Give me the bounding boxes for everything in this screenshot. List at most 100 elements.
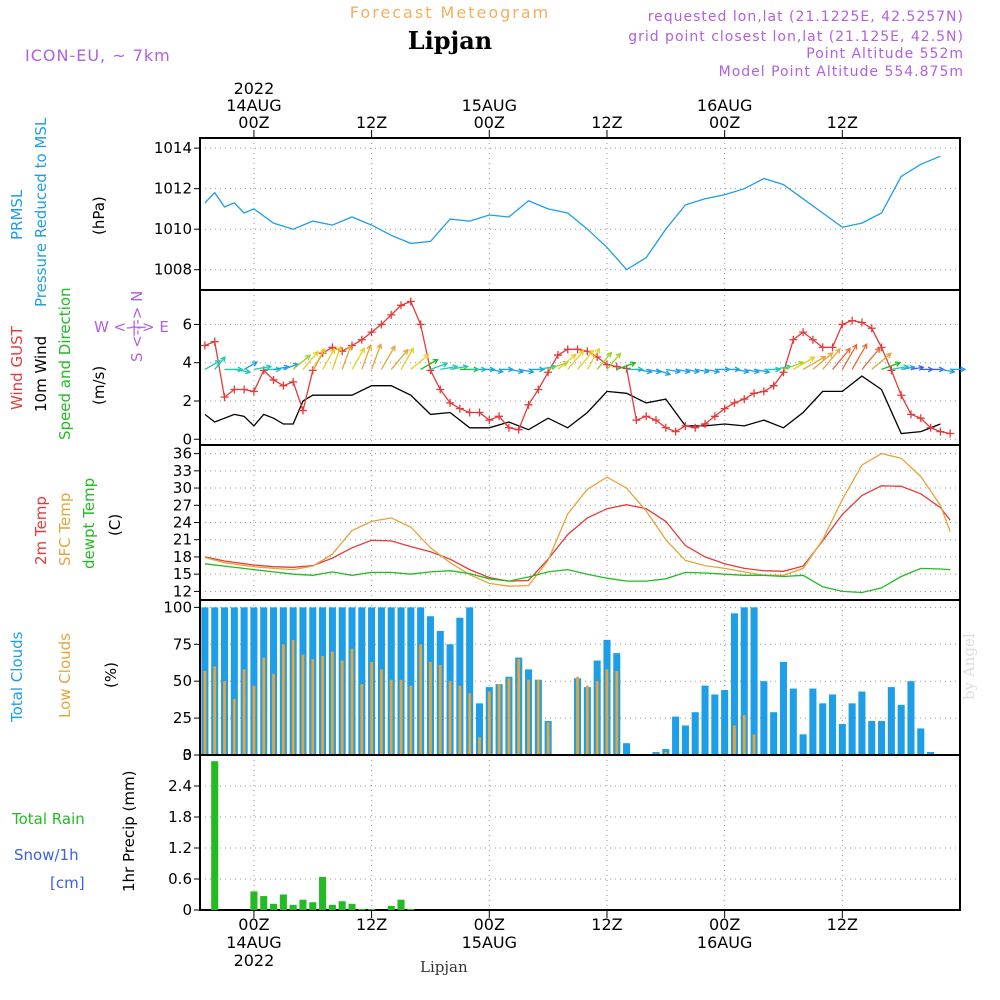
low-cloud-bar — [448, 681, 452, 755]
wind-arrow-head — [320, 347, 326, 354]
wind-direction-arrow — [802, 356, 826, 370]
wind-arrow-head — [734, 366, 741, 373]
gust-marker — [426, 366, 435, 375]
top-time-label: 12Z — [591, 113, 622, 132]
wind-direction-arrow — [440, 365, 458, 371]
temp-2m-line — [204, 485, 951, 582]
snow-label: Snow/1h — [14, 846, 79, 864]
gust-marker — [563, 345, 572, 354]
precip-panel: 0 0.6 1.2 1.8 2.4 3 — [168, 746, 961, 919]
y-tick-label: 21 — [173, 531, 192, 549]
y-tick-label: 36 — [173, 445, 192, 463]
y-tick-label: 2.4 — [168, 777, 192, 795]
wind-direction-arrow — [361, 345, 372, 370]
gust-marker — [838, 320, 847, 329]
gust-marker — [818, 343, 827, 352]
total-cloud-bar — [691, 712, 699, 755]
gust-marker — [808, 335, 817, 344]
gust-marker — [348, 341, 356, 350]
wind-arrow-head — [578, 349, 585, 356]
top-time-label: 2022 — [234, 79, 275, 98]
total-cloud-bar — [740, 607, 748, 755]
wind-arrow-head — [346, 344, 353, 351]
gust-marker — [298, 406, 307, 415]
low-cloud-bar — [419, 644, 423, 755]
wind-arrow-head — [570, 353, 577, 360]
total-cloud-bar — [848, 703, 856, 755]
low-cloud-bar — [321, 656, 324, 755]
gust-marker — [867, 324, 876, 333]
total-cloud-bar — [897, 704, 905, 755]
gust-marker — [671, 427, 680, 436]
precip-bar — [270, 903, 278, 910]
wind-speed-direction-label: Speed and Direction — [56, 287, 74, 440]
gust-marker — [524, 400, 533, 409]
gust-marker — [681, 421, 690, 430]
total-cloud-bar — [250, 607, 258, 755]
gust-marker — [936, 427, 945, 436]
wind-direction-arrow — [734, 368, 749, 373]
wind-arrow-head — [960, 366, 967, 373]
gust-marker — [720, 404, 729, 413]
gust-marker — [759, 387, 768, 396]
wind-direction-arrow — [685, 368, 699, 373]
gust-marker — [220, 393, 229, 402]
top-time-label: 15AUG — [462, 96, 517, 115]
total-cloud-bar — [868, 721, 876, 755]
precip-bar — [407, 908, 415, 910]
top-time-label: 16AUG — [697, 96, 752, 115]
low-cloud-bar — [232, 698, 236, 755]
y-tick-label: 18 — [173, 548, 192, 566]
bottom-time-label: 15AUG — [462, 933, 517, 952]
gust-marker — [455, 404, 464, 413]
wind-direction-arrow — [420, 359, 438, 370]
wind-panel: 0 2 4 6 — [182, 289, 967, 448]
gust-marker — [475, 408, 484, 417]
wind-direction-arrow — [832, 348, 851, 370]
wind-direction-arrow — [449, 365, 468, 371]
wind-direction-arrow — [871, 352, 892, 370]
panel-frame — [199, 754, 961, 911]
low-cloud-bar — [281, 644, 285, 755]
low-cloud-bar — [752, 734, 756, 755]
wind-arrow-head — [462, 364, 469, 370]
low-cloud-bar — [272, 673, 275, 755]
wind-arrow-head — [329, 347, 336, 354]
wind-arrow-head — [275, 366, 282, 373]
total-cloud-bar — [672, 716, 680, 755]
bottom-time-label: 12Z — [356, 915, 387, 934]
total-cloud-bar — [466, 607, 474, 755]
gust-marker — [200, 341, 209, 350]
top-time-label: 00Z — [238, 113, 269, 132]
gust-marker — [897, 391, 906, 400]
low-cloud-bar — [242, 669, 246, 755]
wind-arrow-head — [336, 345, 343, 352]
wind-direction-arrow — [646, 368, 661, 373]
total-cloud-bar — [789, 688, 797, 755]
wind-arrow-head — [630, 361, 637, 367]
y-tick-label: 0.6 — [168, 870, 192, 888]
gust-marker — [573, 345, 582, 354]
bottom-time-label: 00Z — [238, 915, 269, 934]
wind-direction-arrow — [322, 348, 336, 370]
gust-marker — [289, 377, 298, 386]
y-tick-label: 27 — [173, 496, 192, 514]
pressure-label: Pressure Reduced to MSL — [32, 117, 50, 307]
y-tick-label: 1010 — [154, 220, 192, 238]
wind-direction-arrow — [283, 363, 299, 371]
low-cloud-bar — [487, 691, 491, 755]
low-cloud-bar — [546, 722, 550, 755]
wind-arrow-head — [845, 347, 852, 354]
wind-direction-arrow — [430, 362, 448, 371]
gust-marker — [632, 416, 641, 425]
low-cloud-bar — [223, 681, 226, 755]
wind-direction-arrow — [518, 368, 534, 373]
gust-marker — [553, 351, 562, 360]
wind-direction-arrow — [606, 353, 621, 370]
pressure-label: PRMSL — [8, 189, 26, 240]
low-clouds-label: Low Clouds — [56, 633, 74, 718]
gust-marker — [769, 381, 778, 390]
wind-arrow-head — [615, 352, 622, 359]
precip-bar — [299, 899, 307, 910]
low-cloud-bar — [576, 676, 579, 755]
